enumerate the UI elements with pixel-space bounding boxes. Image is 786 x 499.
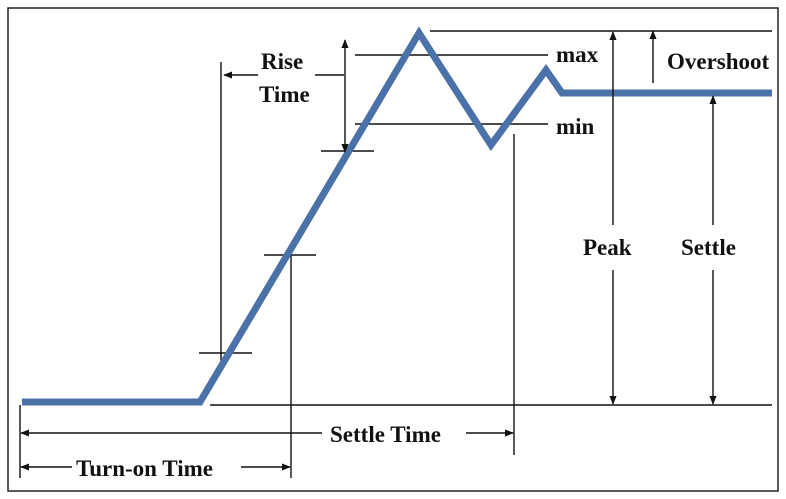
signal-trace xyxy=(22,26,772,406)
max-label: max xyxy=(556,42,599,67)
settle-label: Settle xyxy=(681,235,736,260)
overshoot-label: Overshoot xyxy=(667,49,770,74)
diagram-frame xyxy=(7,7,779,492)
turn-on-time-label: Turn-on Time xyxy=(76,456,213,481)
peak-label: Peak xyxy=(583,235,632,260)
settle-time-label: Settle Time xyxy=(330,422,441,447)
rise-time-label-line1: Rise xyxy=(261,49,303,74)
rise-time-label-line2: Time xyxy=(259,82,310,107)
min-label: min xyxy=(556,114,595,139)
